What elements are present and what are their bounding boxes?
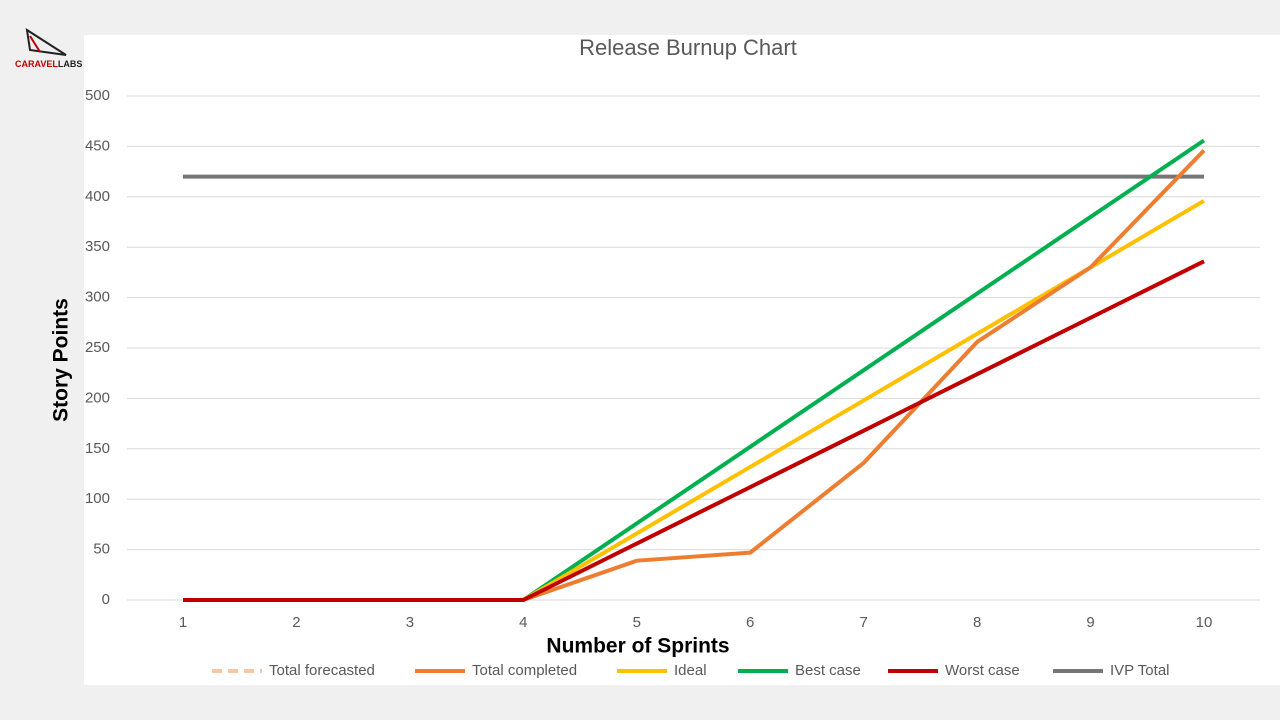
x-tick-label: 3 [406, 614, 414, 631]
x-tick-label: 9 [1086, 614, 1094, 631]
x-tick-label: 4 [519, 614, 527, 631]
x-tick-label: 5 [633, 614, 641, 631]
y-tick-label: 300 [85, 289, 110, 306]
y-tick-label: 500 [85, 87, 110, 104]
legend-label: IVP Total [1110, 662, 1170, 679]
legend-label: Total forecasted [269, 662, 375, 679]
y-tick-label: 200 [85, 389, 110, 406]
logo-suffix: LABS [58, 59, 83, 69]
chart-title: Release Burnup Chart [579, 35, 797, 60]
y-tick-label: 50 [93, 541, 110, 558]
chart-background [84, 35, 1280, 685]
x-axis-label: Number of Sprints [546, 635, 729, 658]
series-line [183, 259, 1205, 602]
x-tick-label: 6 [746, 614, 754, 631]
logo: CARAVELLABS [15, 27, 82, 69]
logo-brand: CARAVEL [15, 59, 58, 69]
y-tick-label: 100 [85, 490, 110, 507]
y-tick-label: 0 [102, 591, 110, 608]
y-tick-label: 150 [85, 440, 110, 457]
logo-accent [29, 35, 41, 53]
y-axis-label: Story Points [50, 298, 73, 422]
y-tick-label: 250 [85, 339, 110, 356]
legend-label: Best case [795, 662, 861, 679]
legend-label: Worst case [945, 662, 1020, 679]
y-tick-label: 350 [85, 238, 110, 255]
y-tick-label: 450 [85, 137, 110, 154]
x-tick-label: 1 [179, 614, 187, 631]
x-tick-label: 8 [973, 614, 981, 631]
x-tick-label: 2 [292, 614, 300, 631]
legend-label: Total completed [472, 662, 577, 679]
y-tick-label: 400 [85, 188, 110, 205]
x-tick-label: 7 [859, 614, 867, 631]
logo-text: CARAVELLABS [15, 59, 82, 69]
logo-icon [25, 27, 67, 56]
legend-label: Ideal [674, 662, 707, 679]
x-tick-label: 10 [1196, 614, 1213, 631]
